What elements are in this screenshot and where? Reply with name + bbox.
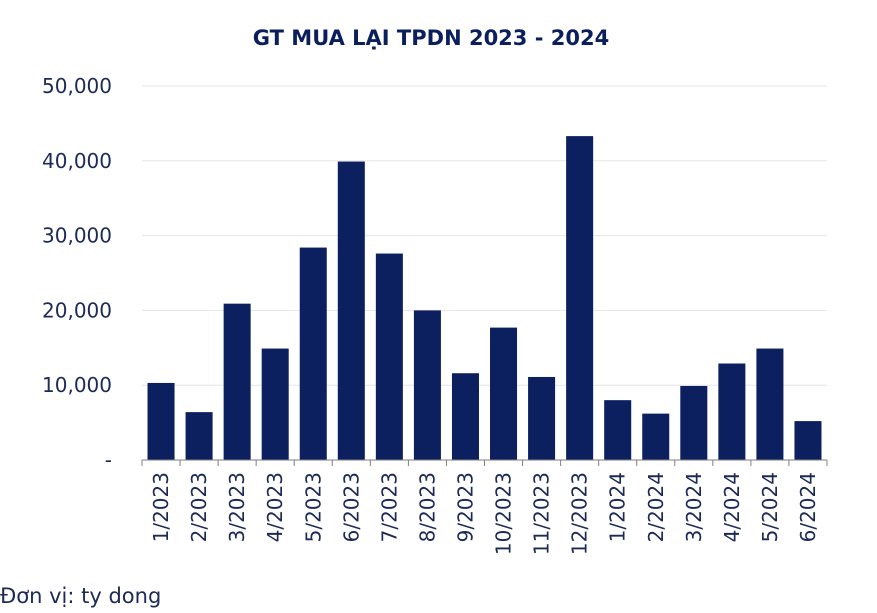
x-tick-label-11-2023: 11/2023 bbox=[530, 472, 554, 555]
bar-1-2023 bbox=[147, 382, 175, 460]
bar-5-2024 bbox=[756, 348, 784, 460]
unit-footnote: Đơn vị: ty dong bbox=[0, 584, 162, 608]
axis-layer bbox=[141, 459, 828, 466]
x-tick-label-3-2023: 3/2023 bbox=[225, 472, 249, 542]
y-tick-label-10000: 10,000 bbox=[42, 373, 112, 397]
x-tick-label-7-2023: 7/2023 bbox=[377, 472, 401, 542]
bar-8-2023 bbox=[413, 310, 441, 460]
bar-11-2023 bbox=[528, 376, 556, 460]
x-tick-label-5-2024: 5/2024 bbox=[758, 472, 782, 542]
x-tick-label-10-2023: 10/2023 bbox=[492, 472, 516, 555]
y-tick-label-30000: 30,000 bbox=[42, 224, 112, 248]
x-tick-label-2-2023: 2/2023 bbox=[187, 472, 211, 542]
bar-4-2023 bbox=[261, 348, 289, 460]
x-tick-label-9-2023: 9/2023 bbox=[453, 472, 477, 542]
bar-6-2023 bbox=[337, 161, 365, 460]
y-tick-label-40000: 40,000 bbox=[42, 149, 112, 173]
bar-12-2023 bbox=[566, 136, 594, 460]
chart-title: GT MUA LẠI TPDN 2023 - 2024 bbox=[253, 26, 609, 50]
bar-3-2023 bbox=[223, 303, 251, 460]
x-tick-label-3-2024: 3/2024 bbox=[682, 472, 706, 542]
bar-4-2024 bbox=[718, 363, 746, 460]
bar-2-2024 bbox=[642, 413, 670, 460]
bar-1-2024 bbox=[604, 400, 632, 460]
x-tick-label-8-2023: 8/2023 bbox=[415, 472, 439, 542]
x-tick-label-6-2023: 6/2023 bbox=[339, 472, 363, 542]
x-tick-labels: 1/2023 2/2023 3/2023 4/2023 5/2023 6/2023 7/20… bbox=[149, 472, 820, 555]
x-tick-label-5-2023: 5/2023 bbox=[301, 472, 325, 542]
x-tick-label-4-2023: 4/2023 bbox=[263, 472, 287, 542]
y-tick-label-50000: 50,000 bbox=[42, 74, 112, 98]
bar-2-2023 bbox=[185, 412, 213, 460]
bars-layer bbox=[147, 136, 822, 460]
y-tick-label-20000: 20,000 bbox=[42, 298, 112, 322]
y-tick-label-0: - bbox=[105, 448, 112, 472]
x-tick-label-4-2024: 4/2024 bbox=[720, 472, 744, 542]
bar-6-2024 bbox=[794, 421, 822, 460]
x-tick-label-6-2024: 6/2024 bbox=[796, 472, 820, 542]
grid-layer bbox=[142, 85, 827, 386]
x-tick-label-12-2023: 12/2023 bbox=[568, 472, 592, 555]
y-tick-labels: - 10,000 20,000 30,000 40,000 50,000 bbox=[42, 74, 112, 472]
bar-10-2023 bbox=[490, 327, 518, 460]
x-tick-label-1-2023: 1/2023 bbox=[149, 472, 173, 542]
bar-7-2023 bbox=[375, 253, 403, 460]
x-tick-label-2-2024: 2/2024 bbox=[644, 472, 668, 542]
bar-5-2023 bbox=[299, 247, 327, 460]
bar-9-2023 bbox=[451, 373, 479, 460]
bar-3-2024 bbox=[680, 385, 708, 460]
x-tick-label-1-2024: 1/2024 bbox=[606, 472, 630, 542]
